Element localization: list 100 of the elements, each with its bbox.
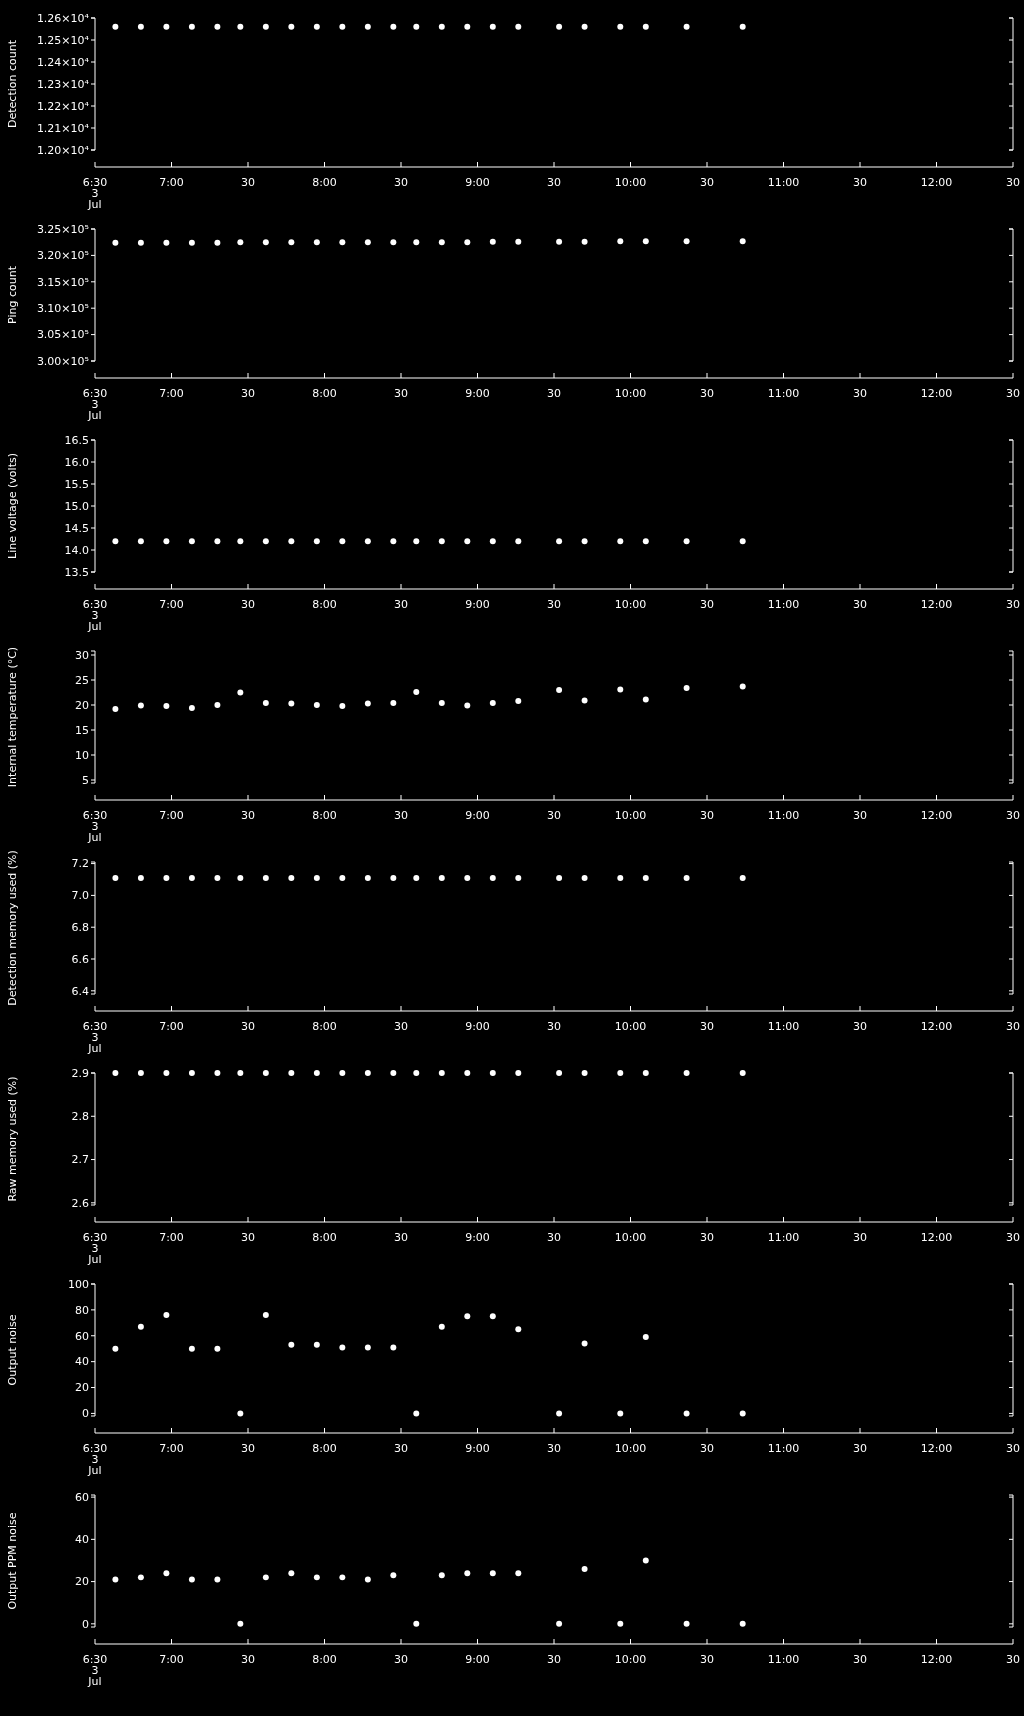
x-tick-label: 11:00 bbox=[767, 598, 800, 611]
x-tick-label: 30 bbox=[853, 1442, 867, 1455]
y-tick-label: 0 bbox=[82, 1407, 89, 1421]
x-tick-label: 9:00 bbox=[465, 809, 490, 822]
x-tick-label: 30 bbox=[853, 1653, 867, 1666]
x-tick-label: 30 bbox=[547, 176, 561, 189]
y-tick-label: 7.2 bbox=[71, 857, 89, 871]
x-tick-label: 30 bbox=[853, 387, 867, 400]
x-tick-label: 9:00 bbox=[465, 176, 490, 189]
x-tick-label: 6:30 3 Jul bbox=[82, 598, 108, 633]
y-tick-label: 3.25×10⁵ bbox=[36, 222, 89, 236]
x-tick-label: 12:00 bbox=[920, 598, 953, 611]
x-tick-label: 30 bbox=[394, 809, 408, 822]
x-tick-label: 10:00 bbox=[614, 1020, 647, 1033]
x-tick-label: 9:00 bbox=[465, 1653, 490, 1666]
y-tick-label: 1.26×10⁴ bbox=[36, 11, 90, 25]
x-tick-label: 30 bbox=[394, 1653, 408, 1666]
x-tick-label: 6:30 3 Jul bbox=[82, 387, 108, 422]
x-tick-label: 30 bbox=[700, 598, 714, 611]
y-tick-label: 6.4 bbox=[71, 984, 89, 998]
x-tick-label: 30 bbox=[394, 176, 408, 189]
x-tick-label: 30 bbox=[1006, 1020, 1020, 1033]
x-tick-label: 30 bbox=[853, 176, 867, 189]
y-axis-title: Output PPM noise bbox=[6, 1512, 19, 1610]
y-tick-label: 100 bbox=[68, 1277, 89, 1291]
y-tick-label: 25 bbox=[75, 673, 89, 687]
x-tick-label: 11:00 bbox=[767, 1442, 800, 1455]
y-tick-label: 1.21×10⁴ bbox=[36, 121, 90, 135]
x-tick-label: 30 bbox=[700, 809, 714, 822]
x-tick-label: 30 bbox=[853, 1020, 867, 1033]
y-tick-label: 3.20×10⁵ bbox=[36, 249, 89, 263]
y-tick-label: 2.8 bbox=[71, 1110, 89, 1124]
x-tick-label: 30 bbox=[1006, 1231, 1020, 1244]
x-tick-label: 30 bbox=[1006, 809, 1020, 822]
y-tick-label: 0 bbox=[82, 1617, 89, 1631]
x-tick-label: 12:00 bbox=[920, 176, 953, 189]
x-tick-label: 6:30 3 Jul bbox=[82, 809, 108, 844]
x-tick-label: 30 bbox=[394, 1020, 408, 1033]
x-tick-label: 30 bbox=[394, 1231, 408, 1244]
x-tick-label: 30 bbox=[547, 1231, 561, 1244]
x-tick-label: 12:00 bbox=[920, 1020, 953, 1033]
x-tick-label: 30 bbox=[853, 598, 867, 611]
x-tick-label: 30 bbox=[1006, 1442, 1020, 1455]
y-tick-label: 6.6 bbox=[71, 952, 89, 966]
x-tick-label: 30 bbox=[241, 176, 255, 189]
x-tick-label: 8:00 bbox=[312, 598, 337, 611]
x-tick-label: 30 bbox=[241, 1020, 255, 1033]
y-tick-label: 2.6 bbox=[71, 1196, 89, 1210]
x-tick-label: 30 bbox=[547, 1653, 561, 1666]
x-tick-label: 8:00 bbox=[312, 1442, 337, 1455]
x-tick-label: 6:30 3 Jul bbox=[82, 1442, 108, 1477]
x-tick-label: 11:00 bbox=[767, 1231, 800, 1244]
y-tick-label: 1.25×10⁴ bbox=[36, 33, 90, 47]
x-tick-label: 6:30 3 Jul bbox=[82, 176, 108, 211]
y-tick-label: 20 bbox=[75, 698, 89, 712]
x-tick-label: 30 bbox=[547, 598, 561, 611]
x-tick-label: 7:00 bbox=[159, 1231, 184, 1244]
x-tick-label: 9:00 bbox=[465, 387, 490, 400]
y-tick-label: 14.0 bbox=[64, 543, 89, 557]
x-tick-label: 11:00 bbox=[767, 1653, 800, 1666]
y-tick-label: 20 bbox=[75, 1381, 89, 1395]
x-tick-label: 30 bbox=[547, 387, 561, 400]
y-tick-label: 60 bbox=[75, 1490, 89, 1504]
x-tick-label: 8:00 bbox=[312, 1231, 337, 1244]
x-tick-label: 12:00 bbox=[920, 809, 953, 822]
y-tick-label: 1.20×10⁴ bbox=[36, 143, 90, 157]
x-tick-label: 9:00 bbox=[465, 598, 490, 611]
x-tick-label: 9:00 bbox=[465, 1231, 490, 1244]
x-tick-label: 30 bbox=[394, 598, 408, 611]
y-tick-label: 3.15×10⁵ bbox=[36, 275, 89, 289]
y-tick-label: 20 bbox=[75, 1575, 89, 1589]
x-tick-label: 7:00 bbox=[159, 1020, 184, 1033]
x-tick-label: 8:00 bbox=[312, 1653, 337, 1666]
x-tick-label: 30 bbox=[241, 598, 255, 611]
x-tick-label: 8:00 bbox=[312, 1020, 337, 1033]
x-tick-label: 30 bbox=[241, 809, 255, 822]
x-tick-label: 6:30 3 Jul bbox=[82, 1653, 108, 1688]
x-tick-label: 7:00 bbox=[159, 598, 184, 611]
x-tick-label: 10:00 bbox=[614, 809, 647, 822]
y-tick-label: 1.24×10⁴ bbox=[36, 55, 90, 69]
x-tick-label: 10:00 bbox=[614, 387, 647, 400]
x-tick-label: 30 bbox=[394, 387, 408, 400]
x-tick-label: 12:00 bbox=[920, 1653, 953, 1666]
y-tick-label: 5 bbox=[82, 773, 89, 787]
x-tick-label: 30 bbox=[241, 1653, 255, 1666]
x-tick-label: 11:00 bbox=[767, 809, 800, 822]
x-tick-label: 9:00 bbox=[465, 1442, 490, 1455]
x-tick-label: 30 bbox=[1006, 598, 1020, 611]
x-tick-label: 30 bbox=[547, 809, 561, 822]
y-axis-title: Detection memory used (%) bbox=[6, 850, 19, 1006]
y-tick-label: 30 bbox=[75, 648, 89, 662]
x-tick-label: 30 bbox=[1006, 1653, 1020, 1666]
x-tick-label: 7:00 bbox=[159, 1653, 184, 1666]
x-tick-label: 7:00 bbox=[159, 176, 184, 189]
x-tick-label: 8:00 bbox=[312, 809, 337, 822]
y-tick-label: 15.5 bbox=[64, 477, 89, 491]
y-tick-label: 1.22×10⁴ bbox=[36, 99, 90, 113]
x-tick-label: 10:00 bbox=[614, 1442, 647, 1455]
x-tick-label: 7:00 bbox=[159, 1442, 184, 1455]
x-tick-label: 8:00 bbox=[312, 176, 337, 189]
